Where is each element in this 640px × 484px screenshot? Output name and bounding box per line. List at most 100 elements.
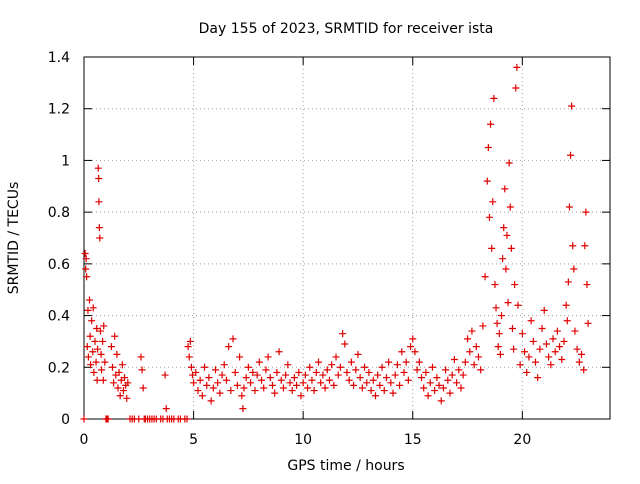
data-point-marker <box>82 255 90 263</box>
data-point-marker <box>569 242 577 250</box>
data-point-marker <box>347 358 355 366</box>
data-point-marker <box>84 306 92 314</box>
data-point-marker <box>453 379 461 387</box>
data-point-marker <box>435 381 443 389</box>
data-point-marker <box>91 337 99 345</box>
data-point-marker <box>521 348 529 356</box>
data-point-marker <box>499 255 507 263</box>
data-point-marker <box>89 348 97 356</box>
data-point-marker <box>448 371 456 379</box>
data-point-marker <box>512 84 520 92</box>
data-point-marker <box>513 63 521 71</box>
data-point-marker <box>418 374 426 382</box>
data-point-marker <box>330 381 338 389</box>
data-point-marker <box>97 350 105 358</box>
data-point-marker <box>94 345 102 353</box>
data-point-marker <box>137 353 145 361</box>
data-point-marker <box>442 366 450 374</box>
data-point-marker <box>556 343 564 351</box>
data-point-marker <box>352 366 360 374</box>
data-point-marker <box>275 348 283 356</box>
data-point-marker <box>455 366 463 374</box>
data-point-marker <box>306 363 314 371</box>
data-point-marker <box>420 384 428 392</box>
y-tick-label: 1.4 <box>48 50 70 66</box>
x-tick-label: 10 <box>294 432 312 448</box>
data-point-marker <box>86 332 94 340</box>
data-point-marker <box>104 415 112 423</box>
data-point-marker <box>389 389 397 397</box>
data-point-marker <box>382 374 390 382</box>
data-point-marker <box>83 273 91 281</box>
data-point-marker <box>251 387 259 395</box>
data-point-marker <box>553 327 561 335</box>
data-point-marker <box>464 335 472 343</box>
data-point-marker <box>205 374 213 382</box>
data-point-marker <box>214 379 222 387</box>
data-point-marker <box>495 330 503 338</box>
data-point-marker <box>315 358 323 366</box>
data-point-marker <box>301 371 309 379</box>
data-point-marker <box>277 376 285 384</box>
data-point-marker <box>255 358 263 366</box>
chart-title: Day 155 of 2023, SRMTID for receiver ist… <box>199 21 494 37</box>
data-point-marker <box>503 231 511 239</box>
data-point-marker <box>391 371 399 379</box>
data-point-marker <box>118 361 126 369</box>
data-point-marker <box>563 317 571 325</box>
data-point-marker <box>93 325 101 332</box>
data-point-marker <box>100 322 108 330</box>
data-point-marker <box>529 337 537 345</box>
y-tick-label: 0.6 <box>48 257 70 273</box>
data-point-marker <box>540 306 548 314</box>
data-point-marker <box>450 356 458 364</box>
data-point-marker <box>475 353 482 361</box>
data-point-marker <box>99 376 107 384</box>
data-point-marker <box>203 381 211 389</box>
data-point-marker <box>192 368 200 376</box>
data-point-marker <box>196 376 204 384</box>
data-point-marker <box>239 405 247 413</box>
data-point-marker <box>404 376 412 384</box>
data-point-marker <box>345 376 353 384</box>
data-point-marker <box>253 371 261 379</box>
data-point-marker <box>319 371 327 379</box>
data-point-marker <box>489 198 497 206</box>
y-tick-label: 1 <box>61 153 70 169</box>
plot-frame <box>83 56 611 420</box>
data-point-marker <box>393 361 401 369</box>
data-point-marker <box>356 374 364 382</box>
data-point-marker <box>282 371 290 379</box>
x-axis-label: GPS time / hours <box>287 458 404 474</box>
data-point-marker <box>293 381 301 389</box>
data-point-marker <box>549 335 557 343</box>
data-point-marker <box>299 379 307 387</box>
data-point-marker <box>580 366 588 374</box>
data-point-marker <box>98 366 106 374</box>
data-point-marker <box>236 353 244 361</box>
data-point-marker <box>273 368 281 376</box>
data-point-marker <box>431 387 439 395</box>
data-point-marker <box>380 387 388 395</box>
data-point-marker <box>426 379 434 387</box>
data-point-marker <box>139 384 147 392</box>
data-point-marker <box>194 387 202 395</box>
data-point-marker <box>487 120 495 128</box>
data-point-marker <box>187 363 195 371</box>
data-point-marker <box>560 337 568 345</box>
data-point-marker <box>542 340 550 348</box>
data-point-marker <box>531 358 539 366</box>
data-point-marker <box>93 376 101 384</box>
x-tick-label: 15 <box>404 432 422 448</box>
data-point-marker <box>396 381 404 389</box>
data-point-marker <box>304 384 312 392</box>
y-tick-label: 1.2 <box>48 102 70 118</box>
data-markers <box>80 63 592 423</box>
data-point-marker <box>116 392 124 400</box>
data-point-marker <box>244 363 252 371</box>
data-point-marker <box>336 363 344 371</box>
data-point-marker <box>547 361 555 369</box>
data-point-marker <box>485 213 493 221</box>
data-point-marker <box>568 102 576 110</box>
